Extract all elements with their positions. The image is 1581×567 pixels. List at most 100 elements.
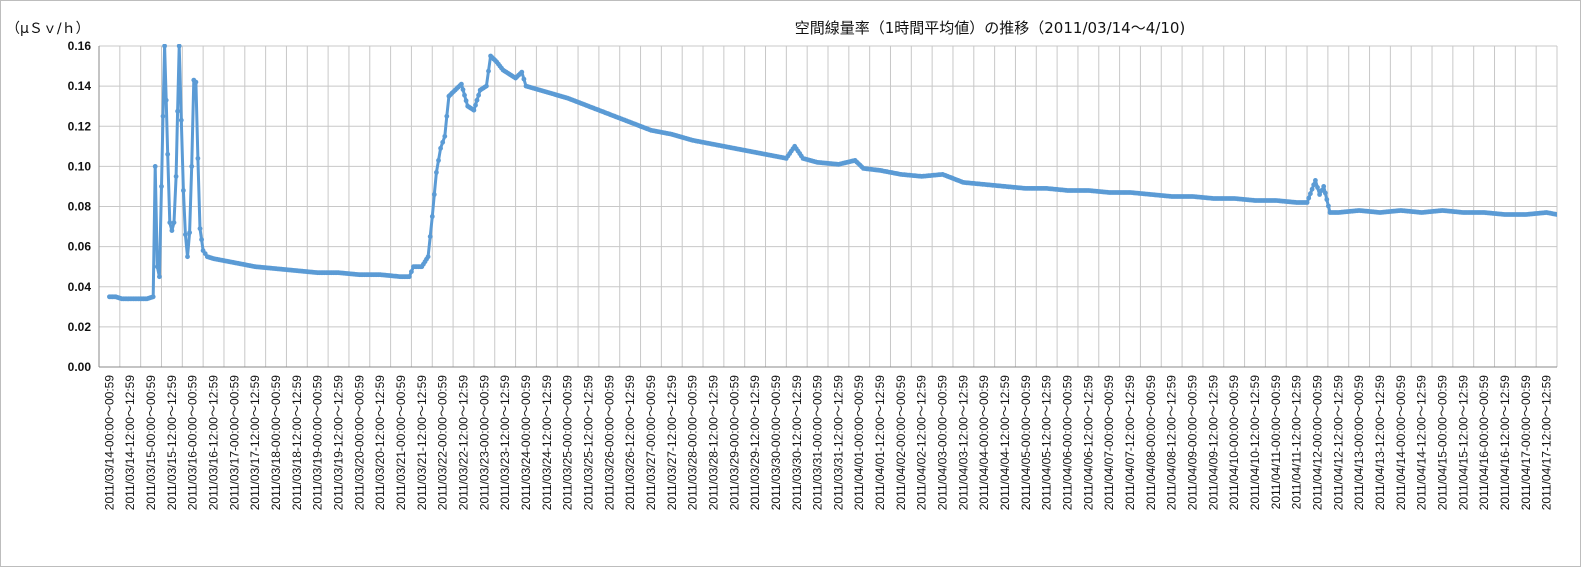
x-tick-label: 2011/03/17-00:00～00:59 xyxy=(227,375,241,511)
x-tick-label: 2011/04/06-12:00～12:59 xyxy=(1081,375,1095,511)
data-point xyxy=(1574,213,1579,218)
x-tick-label: 2011/04/17-00:00～00:59 xyxy=(1519,375,1533,511)
data-point xyxy=(474,97,480,103)
data-point xyxy=(1317,192,1322,197)
x-tick-label: 2011/03/15-00:00～00:59 xyxy=(144,375,158,511)
data-point xyxy=(521,76,527,82)
data-point xyxy=(519,69,525,75)
data-point xyxy=(484,83,489,89)
y-tick-label: 0.08 xyxy=(68,200,92,214)
data-point xyxy=(1554,212,1557,217)
data-point xyxy=(1575,213,1580,218)
data-point xyxy=(193,79,199,85)
data-point xyxy=(1311,182,1317,188)
data-point xyxy=(1321,184,1327,189)
x-tick-label: 2011/04/16-00:00～00:59 xyxy=(1477,375,1491,511)
data-point xyxy=(181,188,186,193)
x-tick-label: 2011/04/06-00:00～00:59 xyxy=(1061,375,1075,511)
x-tick-label: 2011/03/18-00:00～00:59 xyxy=(269,375,283,511)
x-tick-label: 2011/04/07-00:00～00:59 xyxy=(1102,375,1116,511)
x-tick-label: 2011/03/25-12:00～12:59 xyxy=(581,375,595,511)
x-tick-label: 2011/03/14-00:00～00:59 xyxy=(102,375,116,511)
series-path xyxy=(109,44,1557,301)
x-tick-label: 2011/03/30-00:00～00:59 xyxy=(769,375,783,511)
data-point xyxy=(165,151,171,157)
x-tick-label: 2011/03/16-12:00～12:59 xyxy=(207,375,221,511)
data-point xyxy=(185,254,190,260)
data-point xyxy=(167,220,173,226)
x-tick-label: 2011/03/23-12:00～12:59 xyxy=(498,375,512,511)
data-point xyxy=(1319,188,1324,193)
data-point xyxy=(187,230,193,236)
data-point xyxy=(460,87,466,92)
x-tick-label: 2011/03/30-12:00～12:59 xyxy=(790,375,804,511)
x-tick-label: 2011/04/02-12:00～12:59 xyxy=(915,375,929,511)
data-point xyxy=(1572,214,1577,219)
data-point xyxy=(1570,214,1575,219)
x-tick-label: 2011/03/31-12:00～12:59 xyxy=(831,375,845,511)
data-point xyxy=(1562,214,1567,219)
data-point xyxy=(1560,213,1565,218)
x-tick-label: 2011/03/26-12:00～12:59 xyxy=(623,375,637,511)
x-tick-label: 2011/03/28-12:00～12:59 xyxy=(706,375,720,511)
data-point xyxy=(171,220,177,226)
x-tick-label: 2011/03/29-12:00～12:59 xyxy=(748,375,762,511)
y-axis: 0.00 0.02 0.04 0.06 0.08 0.10 0.12 0.14 0.16 xyxy=(68,39,92,374)
data-point xyxy=(1326,203,1331,209)
data-point xyxy=(1322,190,1328,196)
data-point xyxy=(427,234,433,240)
y-tick-label: 0.02 xyxy=(68,320,92,334)
data-point xyxy=(1324,197,1330,202)
data-point xyxy=(1563,214,1568,219)
x-tick-label: 2011/04/08-00:00～00:59 xyxy=(1144,375,1158,511)
x-tick-label: 2011/04/02-00:00～00:59 xyxy=(894,375,908,511)
x-tick-label: 2011/04/03-12:00～12:59 xyxy=(956,375,970,511)
data-point xyxy=(459,81,464,87)
data-point xyxy=(175,108,181,114)
data-point xyxy=(195,156,201,161)
x-tick-label: 2011/04/11-12:00～12:59 xyxy=(1290,375,1304,510)
x-tick-label: 2011/03/29-00:00～00:59 xyxy=(727,375,741,511)
x-tick-label: 2011/04/13-00:00～00:59 xyxy=(1352,375,1366,511)
data-point xyxy=(476,92,481,98)
x-tick-label: 2011/03/19-12:00～12:59 xyxy=(332,375,346,511)
x-tick-label: 2011/04/14-00:00～00:59 xyxy=(1394,375,1408,511)
x-tick-label: 2011/03/21-00:00～00:59 xyxy=(394,375,408,511)
x-tick-label: 2011/03/16-00:00～00:59 xyxy=(186,375,200,511)
x-tick-label: 2011/04/05-12:00～12:59 xyxy=(1040,375,1054,511)
y-tick-label: 0.16 xyxy=(68,39,92,53)
data-point xyxy=(159,184,164,189)
data-point xyxy=(150,294,156,300)
x-tick-label: 2011/03/22-12:00～12:59 xyxy=(457,375,471,511)
y-tick-label: 0.04 xyxy=(68,280,92,294)
x-tick-label: 2011/04/12-00:00～00:59 xyxy=(1310,375,1324,511)
data-point xyxy=(406,274,412,280)
x-tick-label: 2011/03/22-00:00～00:59 xyxy=(436,375,450,511)
data-point xyxy=(1567,214,1572,219)
x-tick-label: 2011/03/27-12:00～12:59 xyxy=(665,375,679,511)
series-line xyxy=(107,44,1580,302)
x-tick-label: 2011/04/09-12:00～12:59 xyxy=(1206,375,1220,511)
x-tick-label: 2011/04/16-12:00～12:59 xyxy=(1498,375,1512,511)
x-tick-label: 2011/03/20-12:00～12:59 xyxy=(373,375,387,511)
data-point xyxy=(176,44,182,49)
x-tick-label: 2011/04/10-12:00～12:59 xyxy=(1248,375,1262,511)
x-tick-label: 2011/03/23-00:00～00:59 xyxy=(477,375,491,511)
x-tick-label: 2011/03/27-00:00～00:59 xyxy=(644,375,658,511)
data-point xyxy=(1569,214,1574,219)
data-point xyxy=(178,117,184,123)
data-point xyxy=(1556,213,1557,217)
x-tick-label: 2011/03/24-00:00～00:59 xyxy=(519,375,533,511)
data-point xyxy=(163,97,169,103)
x-tick-label: 2011/03/26-00:00～00:59 xyxy=(602,375,616,511)
y-tick-label: 0.14 xyxy=(68,79,92,93)
x-tick-label: 2011/03/17-12:00～12:59 xyxy=(248,375,262,511)
x-tick-label: 2011/04/12-12:00～12:59 xyxy=(1331,375,1345,511)
x-tick-label: 2011/04/13-12:00～12:59 xyxy=(1373,375,1387,511)
x-tick-label: 2011/03/24-12:00～12:59 xyxy=(540,375,554,511)
data-point xyxy=(471,107,477,113)
data-point xyxy=(162,44,167,49)
x-tick-label: 2011/04/04-00:00～00:59 xyxy=(977,375,991,511)
x-tick-label: 2011/04/03-00:00～00:59 xyxy=(936,375,950,511)
